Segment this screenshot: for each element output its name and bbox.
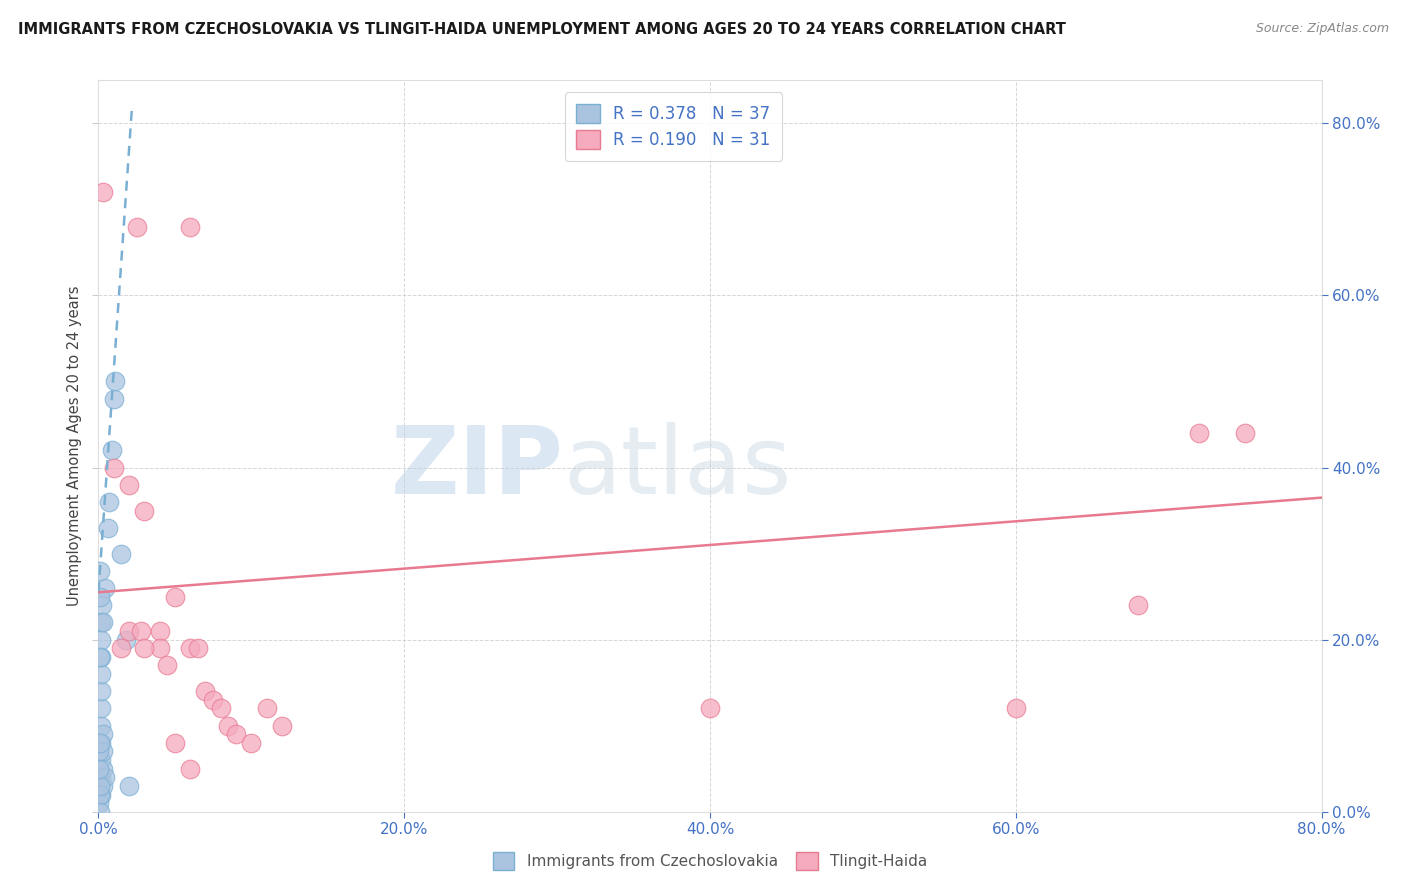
Point xyxy=(217,719,239,733)
Point xyxy=(97,521,120,535)
Point xyxy=(90,684,112,698)
Point xyxy=(134,503,156,517)
Point xyxy=(103,392,125,406)
Point xyxy=(149,624,172,638)
Point xyxy=(225,727,247,741)
Point xyxy=(93,770,115,784)
Point xyxy=(89,788,111,802)
Text: IMMIGRANTS FROM CZECHOSLOVAKIA VS TLINGIT-HAIDA UNEMPLOYMENT AMONG AGES 20 TO 24: IMMIGRANTS FROM CZECHOSLOVAKIA VS TLINGI… xyxy=(18,22,1066,37)
Point xyxy=(104,375,127,389)
Point xyxy=(89,564,111,578)
Point xyxy=(90,649,112,664)
Text: ZIP: ZIP xyxy=(391,422,564,514)
Point xyxy=(89,805,111,819)
Point xyxy=(90,701,112,715)
Point xyxy=(156,658,179,673)
Point xyxy=(91,615,114,630)
Point xyxy=(1188,426,1211,441)
Point xyxy=(202,693,225,707)
Point xyxy=(125,219,148,234)
Point xyxy=(103,460,125,475)
Point xyxy=(110,547,132,561)
Point xyxy=(90,770,112,784)
Text: Source: ZipAtlas.com: Source: ZipAtlas.com xyxy=(1256,22,1389,36)
Y-axis label: Unemployment Among Ages 20 to 24 years: Unemployment Among Ages 20 to 24 years xyxy=(66,285,82,607)
Point xyxy=(91,185,114,199)
Point xyxy=(163,736,186,750)
Point xyxy=(179,762,201,776)
Point xyxy=(90,667,112,681)
Point xyxy=(91,779,114,793)
Point xyxy=(89,796,111,810)
Point xyxy=(179,219,201,234)
Text: atlas: atlas xyxy=(564,422,792,514)
Point xyxy=(1128,598,1150,612)
Point xyxy=(89,762,111,776)
Point xyxy=(91,744,114,758)
Point xyxy=(91,598,114,612)
Point xyxy=(187,641,209,656)
Point xyxy=(1234,426,1257,441)
Point xyxy=(1004,701,1026,715)
Point xyxy=(90,719,112,733)
Point xyxy=(90,788,112,802)
Point xyxy=(89,744,111,758)
Point xyxy=(89,590,111,604)
Point xyxy=(110,641,132,656)
Legend: Immigrants from Czechoslovakia, Tlingit-Haida: Immigrants from Czechoslovakia, Tlingit-… xyxy=(485,845,935,877)
Point xyxy=(90,753,112,767)
Point xyxy=(256,701,278,715)
Point xyxy=(209,701,232,715)
Point xyxy=(118,624,141,638)
Point xyxy=(134,641,156,656)
Point xyxy=(270,719,292,733)
Point xyxy=(89,779,111,793)
Point xyxy=(699,701,721,715)
Point xyxy=(89,736,111,750)
Point xyxy=(90,615,112,630)
Point xyxy=(118,779,141,793)
Point xyxy=(98,495,121,509)
Point xyxy=(149,641,172,656)
Point xyxy=(179,641,201,656)
Point xyxy=(118,477,141,491)
Point xyxy=(89,649,111,664)
Point xyxy=(93,581,115,595)
Point xyxy=(91,762,114,776)
Point xyxy=(90,736,112,750)
Point xyxy=(115,632,138,647)
Point xyxy=(101,443,124,458)
Point xyxy=(90,632,112,647)
Point xyxy=(91,727,114,741)
Point xyxy=(194,684,217,698)
Point xyxy=(129,624,152,638)
Point xyxy=(240,736,263,750)
Point xyxy=(163,590,186,604)
